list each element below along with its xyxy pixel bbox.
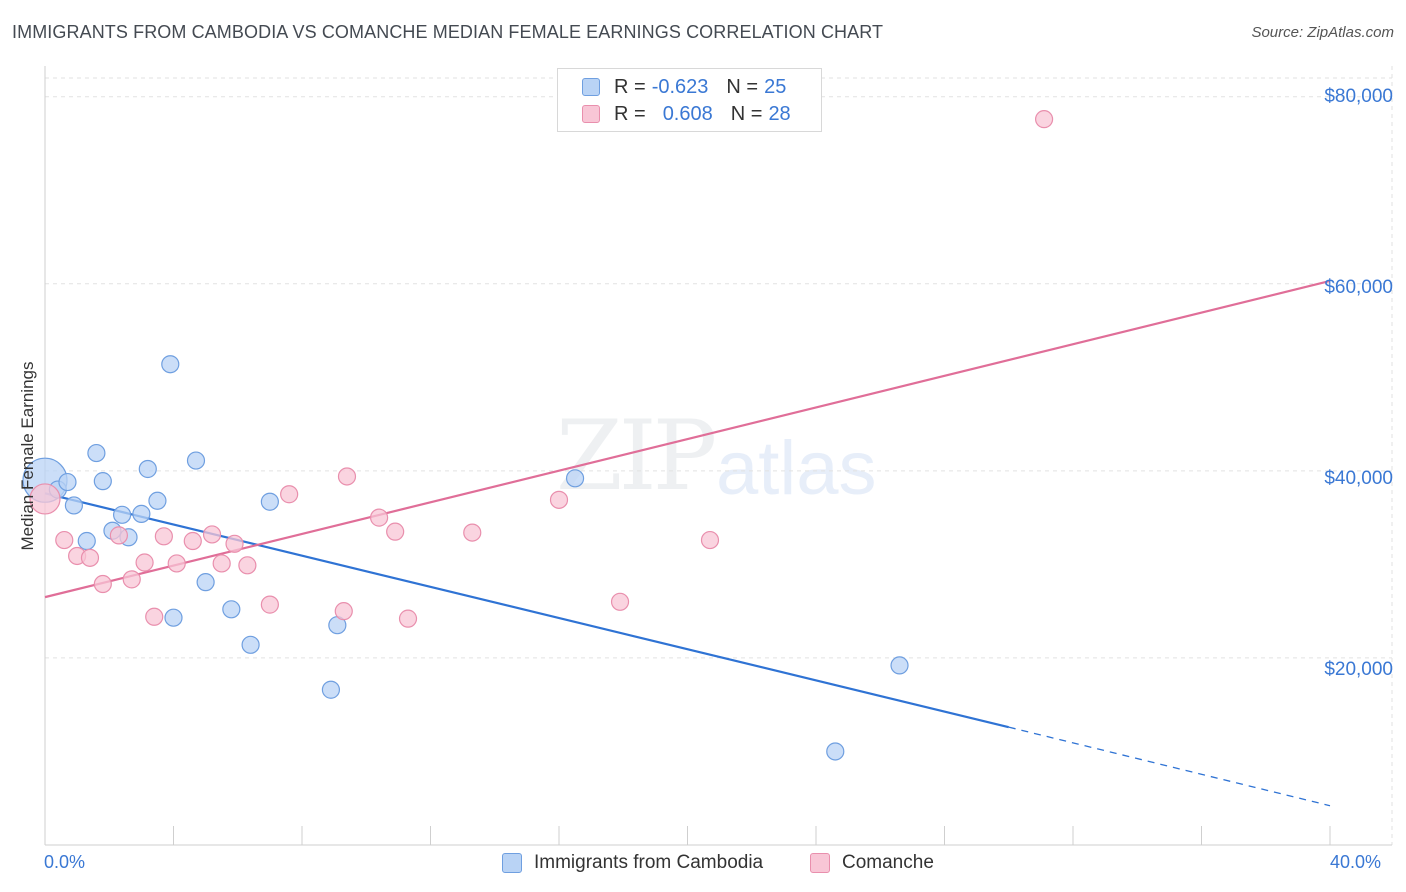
trend-line-cambodia — [44, 492, 1010, 729]
bottom-legend-cambodia: Immigrants from Cambodia — [502, 852, 763, 874]
grid-layer — [45, 66, 1393, 845]
point-cambodia — [132, 504, 151, 523]
point-comanche — [280, 485, 299, 504]
legend-r-label: R = — [614, 75, 646, 98]
legend-n-value: 25 — [764, 75, 787, 98]
y-tick-label-80000: $80,000 — [1324, 86, 1393, 107]
legend-r-value: -0.623 — [651, 75, 709, 98]
bottom-legend-comanche: Comanche — [810, 852, 934, 874]
point-comanche — [135, 553, 154, 572]
point-comanche — [1034, 110, 1054, 129]
y-axis-label: Median Female Earnings — [18, 361, 37, 551]
point-comanche — [370, 508, 389, 527]
x-tick-label-max: 40.0% — [1330, 852, 1382, 872]
point-comanche — [183, 531, 202, 551]
point-cambodia — [161, 355, 180, 374]
legend-swatch-cambodia — [582, 78, 600, 96]
point-comanche — [55, 530, 74, 550]
bottom-legend-label-cambodia: Immigrants from Cambodia — [534, 852, 764, 873]
x-tick-label-min: 0.0% — [44, 852, 86, 872]
point-comanche — [145, 607, 164, 626]
point-comanche — [167, 554, 186, 573]
point-cambodia — [93, 472, 112, 491]
point-cambodia — [890, 656, 909, 675]
bottom-legend-swatch-cambodia — [502, 853, 522, 873]
legend-n-value: 28 — [768, 102, 791, 125]
legend-n-label: N = — [726, 75, 759, 98]
point-comanche — [398, 609, 418, 628]
point-comanche — [386, 522, 405, 541]
source-credit: Source: ZipAtlas.com — [1251, 24, 1394, 41]
point-cambodia — [77, 531, 96, 551]
legend-r-value: 0.608 — [662, 102, 713, 125]
y-tick-label-40000: $40,000 — [1324, 468, 1393, 489]
trend-line-cambodia-extension — [1008, 726, 1331, 807]
legend-row-cambodia: R = -0.623 N = 25 — [582, 75, 786, 99]
point-cambodia — [138, 459, 157, 479]
legend-n-label: N = — [730, 102, 763, 125]
legend-swatch-comanche — [582, 105, 600, 123]
point-cambodia — [196, 573, 215, 592]
point-cambodia — [260, 492, 279, 511]
legend-row-comanche: R = 0.608 N = 28 — [582, 102, 791, 126]
point-cambodia — [222, 600, 241, 619]
point-comanche — [463, 523, 482, 542]
bottom-legend-label-comanche: Comanche — [842, 852, 934, 873]
point-cambodia — [58, 472, 77, 492]
point-comanche — [225, 534, 244, 553]
point-comanche — [260, 595, 279, 614]
point-comanche — [212, 554, 231, 573]
point-comanche — [610, 592, 630, 611]
point-comanche — [700, 530, 720, 550]
bottom-legend-swatch-comanche — [810, 853, 830, 873]
point-cambodia — [241, 635, 260, 654]
y-tick-label-60000: $60,000 — [1324, 277, 1393, 298]
point-cambodia — [112, 505, 132, 524]
watermark-zip: ZIP — [556, 400, 717, 512]
trend-line-comanche — [44, 279, 1331, 599]
point-comanche — [202, 525, 222, 544]
point-comanche — [122, 570, 141, 589]
point-cambodia — [565, 469, 585, 488]
point-comanche — [80, 548, 100, 567]
stats-legend: R = -0.623 N = 25 R = 0.608 N = 28 — [557, 68, 822, 132]
point-cambodia — [186, 451, 206, 470]
point-cambodia — [826, 742, 845, 761]
point-cambodia — [87, 443, 106, 463]
legend-r-label: R = — [614, 102, 646, 125]
point-comanche — [109, 526, 128, 545]
point-comanche — [549, 490, 569, 509]
point-comanche — [29, 483, 61, 515]
chart-title: IMMIGRANTS FROM CAMBODIA VS COMANCHE MED… — [12, 22, 884, 42]
point-cambodia — [164, 608, 183, 627]
point-cambodia — [321, 680, 341, 699]
point-cambodia — [148, 491, 167, 510]
point-comanche — [238, 556, 257, 575]
y-tick-label-20000: $20,000 — [1324, 659, 1393, 680]
point-cambodia — [64, 496, 84, 515]
axis-layer — [44, 66, 1392, 846]
point-comanche — [334, 602, 353, 621]
point-comanche — [93, 574, 112, 594]
points-layer — [22, 110, 1054, 761]
watermark-atlas: atlas — [716, 426, 877, 511]
point-comanche — [337, 467, 357, 486]
point-comanche — [154, 527, 173, 546]
